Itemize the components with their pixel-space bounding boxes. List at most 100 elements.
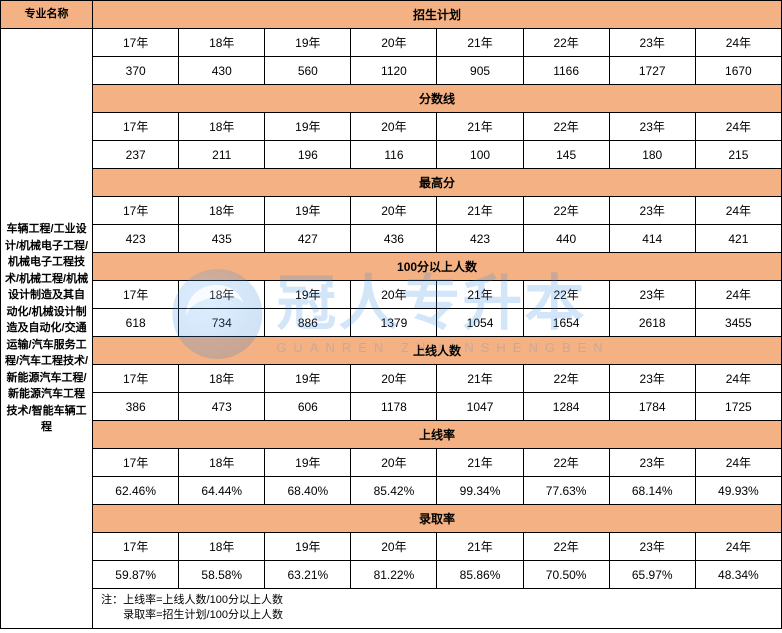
value-cell: 85.42% (351, 477, 437, 505)
value-cell: 100 (437, 141, 523, 169)
year-cell: 23年 (609, 113, 695, 141)
data-table: 专业名称招生计划车辆工程/工业设计/机械电子工程/机械电子工程技术/机械工程/机… (0, 0, 782, 629)
value-cell: 68.14% (609, 477, 695, 505)
value-cell: 116 (351, 141, 437, 169)
section-header-5: 上线率 (93, 421, 782, 449)
year-cell: 19年 (265, 29, 351, 57)
year-cell: 24年 (695, 113, 781, 141)
section-header-2: 最高分 (93, 169, 782, 197)
value-cell: 64.44% (179, 477, 265, 505)
year-cell: 23年 (609, 533, 695, 561)
value-cell: 215 (695, 141, 781, 169)
year-cell: 23年 (609, 281, 695, 309)
value-cell: 473 (179, 393, 265, 421)
year-cell: 21年 (437, 533, 523, 561)
value-cell: 370 (93, 57, 179, 85)
year-cell: 20年 (351, 197, 437, 225)
value-cell: 440 (523, 225, 609, 253)
value-cell: 145 (523, 141, 609, 169)
year-cell: 19年 (265, 281, 351, 309)
year-cell: 17年 (93, 365, 179, 393)
year-cell: 21年 (437, 281, 523, 309)
year-cell: 24年 (695, 197, 781, 225)
major-names-cell: 车辆工程/工业设计/机械电子工程/机械电子工程技术/机械工程/机械设计制造及其自… (1, 29, 93, 629)
year-cell: 21年 (437, 365, 523, 393)
year-cell: 24年 (695, 533, 781, 561)
year-cell: 21年 (437, 449, 523, 477)
value-cell: 63.21% (265, 561, 351, 589)
year-cell: 18年 (179, 449, 265, 477)
value-cell: 734 (179, 309, 265, 337)
year-cell: 24年 (695, 281, 781, 309)
year-cell: 19年 (265, 113, 351, 141)
value-cell: 430 (179, 57, 265, 85)
value-cell: 414 (609, 225, 695, 253)
value-cell: 1670 (695, 57, 781, 85)
value-cell: 3455 (695, 309, 781, 337)
value-cell: 386 (93, 393, 179, 421)
year-cell: 19年 (265, 449, 351, 477)
year-cell: 22年 (523, 281, 609, 309)
year-cell: 21年 (437, 113, 523, 141)
section-header-1: 分数线 (93, 85, 782, 113)
year-cell: 20年 (351, 449, 437, 477)
year-cell: 18年 (179, 281, 265, 309)
year-cell: 22年 (523, 29, 609, 57)
value-cell: 1178 (351, 393, 437, 421)
value-cell: 59.87% (93, 561, 179, 589)
year-cell: 17年 (93, 533, 179, 561)
value-cell: 49.93% (695, 477, 781, 505)
value-cell: 62.46% (93, 477, 179, 505)
year-cell: 18年 (179, 113, 265, 141)
year-cell: 24年 (695, 29, 781, 57)
year-cell: 21年 (437, 197, 523, 225)
footnote: 注：上线率=上线人数/100分以上人数 录取率=招生计划/100分以上人数 (93, 589, 782, 629)
year-cell: 17年 (93, 281, 179, 309)
year-cell: 19年 (265, 197, 351, 225)
year-cell: 17年 (93, 197, 179, 225)
year-cell: 21年 (437, 29, 523, 57)
value-cell: 421 (695, 225, 781, 253)
year-cell: 18年 (179, 29, 265, 57)
value-cell: 1727 (609, 57, 695, 85)
section-header-6: 录取率 (93, 505, 782, 533)
year-cell: 19年 (265, 365, 351, 393)
value-cell: 211 (179, 141, 265, 169)
value-cell: 1054 (437, 309, 523, 337)
value-cell: 618 (93, 309, 179, 337)
year-cell: 17年 (93, 113, 179, 141)
year-cell: 20年 (351, 533, 437, 561)
year-cell: 24年 (695, 449, 781, 477)
year-cell: 18年 (179, 365, 265, 393)
year-cell: 20年 (351, 29, 437, 57)
value-cell: 58.58% (179, 561, 265, 589)
value-cell: 1284 (523, 393, 609, 421)
value-cell: 77.63% (523, 477, 609, 505)
value-cell: 70.50% (523, 561, 609, 589)
year-cell: 20年 (351, 365, 437, 393)
year-cell: 18年 (179, 197, 265, 225)
value-cell: 99.34% (437, 477, 523, 505)
year-cell: 22年 (523, 197, 609, 225)
year-cell: 20年 (351, 113, 437, 141)
year-cell: 17年 (93, 29, 179, 57)
major-header: 专业名称 (1, 1, 93, 29)
value-cell: 905 (437, 57, 523, 85)
year-cell: 23年 (609, 197, 695, 225)
section-header-0: 招生计划 (93, 1, 782, 29)
year-cell: 23年 (609, 365, 695, 393)
value-cell: 65.97% (609, 561, 695, 589)
value-cell: 48.34% (695, 561, 781, 589)
value-cell: 2618 (609, 309, 695, 337)
year-cell: 22年 (523, 449, 609, 477)
year-cell: 24年 (695, 365, 781, 393)
value-cell: 1654 (523, 309, 609, 337)
year-cell: 23年 (609, 449, 695, 477)
year-cell: 19年 (265, 533, 351, 561)
value-cell: 85.86% (437, 561, 523, 589)
value-cell: 1784 (609, 393, 695, 421)
value-cell: 436 (351, 225, 437, 253)
value-cell: 68.40% (265, 477, 351, 505)
value-cell: 1120 (351, 57, 437, 85)
value-cell: 237 (93, 141, 179, 169)
